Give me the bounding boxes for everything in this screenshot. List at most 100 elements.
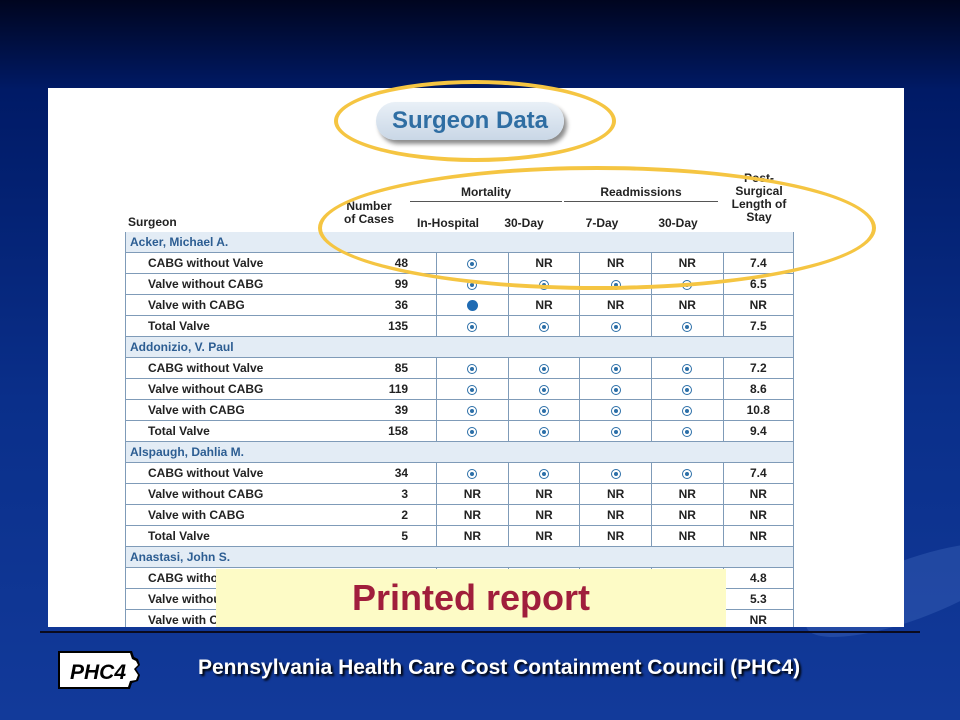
procedure-cell: Valve without CABG xyxy=(124,273,332,295)
los-cell: 7.5 xyxy=(722,315,795,337)
procedure-cell: CABG without Valve xyxy=(124,357,332,379)
cases-cell: 99 xyxy=(331,273,437,295)
procedure-cell: Total Valve xyxy=(124,315,332,337)
los-cell: NR xyxy=(722,525,795,547)
rating-same-icon xyxy=(682,468,693,479)
rating-same-icon xyxy=(539,384,550,395)
los-cell: 7.2 xyxy=(722,357,795,379)
procedure-cell: Valve with CABG xyxy=(124,399,332,421)
table-row: Total Valve 158 9.4 xyxy=(124,420,795,442)
surgeon-name: Addonizio, V. Paul xyxy=(125,336,794,358)
procedure-cell: Valve with CABG xyxy=(124,504,332,526)
rating-same-icon xyxy=(467,321,478,332)
rating-same-icon xyxy=(467,426,478,437)
rating-same-icon xyxy=(539,363,550,374)
los-cell: 4.8 xyxy=(722,567,795,589)
cases-cell: 39 xyxy=(331,399,437,421)
table-row: Valve with CABG 2 NR NR NR NR NR xyxy=(124,504,795,526)
readmit-7day-cell: NR xyxy=(579,525,652,547)
in-hospital-cell xyxy=(436,399,509,421)
readmit-30day-cell xyxy=(650,378,724,400)
readmit-30day-cell: NR xyxy=(650,294,724,316)
report-image: Surgeon Data Surgeon Number of Cases Mor… xyxy=(48,88,904,627)
surgeon-row: Alspaugh, Dahlia M. xyxy=(125,441,794,463)
mortality-30day-cell: NR xyxy=(507,504,580,526)
cases-cell: 158 xyxy=(331,420,437,442)
mortality-30day-cell: NR xyxy=(507,483,580,505)
rating-same-icon xyxy=(682,363,693,374)
in-hospital-cell: NR xyxy=(436,525,509,547)
los-cell: 8.6 xyxy=(722,378,795,400)
table-row: Valve without CABG 119 8.6 xyxy=(124,378,795,400)
cases-cell: 2 xyxy=(331,504,437,526)
table-row: Valve with CABG 39 10.8 xyxy=(124,399,795,421)
mortality-30day-cell xyxy=(507,357,580,379)
in-hospital-cell xyxy=(436,420,509,442)
procedure-cell: Valve without CABG xyxy=(124,483,332,505)
los-cell: NR xyxy=(722,504,795,526)
procedure-cell: Valve without CABG xyxy=(124,378,332,400)
rating-same-icon xyxy=(610,321,621,332)
table-row: Valve with CABG 36 NR NR NR NR xyxy=(124,294,795,316)
table-row: Total Valve 135 7.5 xyxy=(124,315,795,337)
rating-same-icon xyxy=(610,426,621,437)
mortality-30day-cell xyxy=(507,420,580,442)
surgeon-table: Acker, Michael A. CABG without Valve 48 NR N… xyxy=(124,232,795,627)
procedure-cell: Total Valve xyxy=(124,525,332,547)
readmit-30day-cell xyxy=(650,357,724,379)
rating-same-icon xyxy=(467,405,478,416)
logo-text: PHC4 xyxy=(70,661,126,684)
rating-same-icon xyxy=(610,363,621,374)
table-row: Valve without CABG 3 NR NR NR NR NR xyxy=(124,483,795,505)
in-hospital-cell xyxy=(436,357,509,379)
header-surgeon: Surgeon xyxy=(128,215,177,229)
in-hospital-cell xyxy=(436,462,509,484)
highlight-oval-columns xyxy=(318,166,876,290)
highlight-oval-title xyxy=(334,80,616,162)
los-cell: NR xyxy=(722,609,795,627)
rating-same-icon xyxy=(467,384,478,395)
surgeon-name: Alspaugh, Dahlia M. xyxy=(125,441,794,463)
rating-same-icon xyxy=(610,468,621,479)
readmit-30day-cell xyxy=(650,399,724,421)
mortality-30day-cell xyxy=(507,315,580,337)
cases-cell: 34 xyxy=(331,462,437,484)
rating-same-icon xyxy=(610,384,621,395)
los-cell: NR xyxy=(722,294,795,316)
footer-rule xyxy=(40,631,920,633)
cases-cell: 5 xyxy=(331,525,437,547)
readmit-7day-cell: NR xyxy=(579,504,652,526)
readmit-7day-cell: NR xyxy=(579,294,652,316)
readmit-30day-cell xyxy=(650,420,724,442)
readmit-7day-cell xyxy=(579,315,652,337)
readmit-7day-cell xyxy=(579,378,652,400)
in-hospital-cell: NR xyxy=(436,504,509,526)
surgeon-row: Addonizio, V. Paul xyxy=(125,336,794,358)
rating-same-icon xyxy=(682,321,693,332)
phc4-logo: PHC4 xyxy=(58,651,140,689)
los-cell: 10.8 xyxy=(722,399,795,421)
readmit-30day-cell xyxy=(650,462,724,484)
table-row: Total Valve 5 NR NR NR NR NR xyxy=(124,525,795,547)
rating-same-icon xyxy=(539,405,550,416)
rating-same-icon xyxy=(682,384,693,395)
los-cell: 5.3 xyxy=(722,588,795,610)
los-cell: 9.4 xyxy=(722,420,795,442)
in-hospital-cell xyxy=(436,294,509,316)
procedure-cell: Valve with CABG xyxy=(124,294,332,316)
procedure-cell: Total Valve xyxy=(124,420,332,442)
mortality-30day-cell xyxy=(507,378,580,400)
mortality-30day-cell xyxy=(507,399,580,421)
cases-cell: 36 xyxy=(331,294,437,316)
readmit-30day-cell xyxy=(650,315,724,337)
rating-higher-icon xyxy=(466,300,478,312)
readmit-30day-cell: NR xyxy=(650,525,724,547)
rating-same-icon xyxy=(682,426,693,437)
readmit-30day-cell: NR xyxy=(650,504,724,526)
procedure-cell: CABG without Valve xyxy=(124,462,332,484)
surgeon-row: Anastasi, John S. xyxy=(125,546,794,568)
cases-cell: 3 xyxy=(331,483,437,505)
in-hospital-cell: NR xyxy=(436,483,509,505)
los-cell: NR xyxy=(722,483,795,505)
mortality-30day-cell: NR xyxy=(507,294,580,316)
